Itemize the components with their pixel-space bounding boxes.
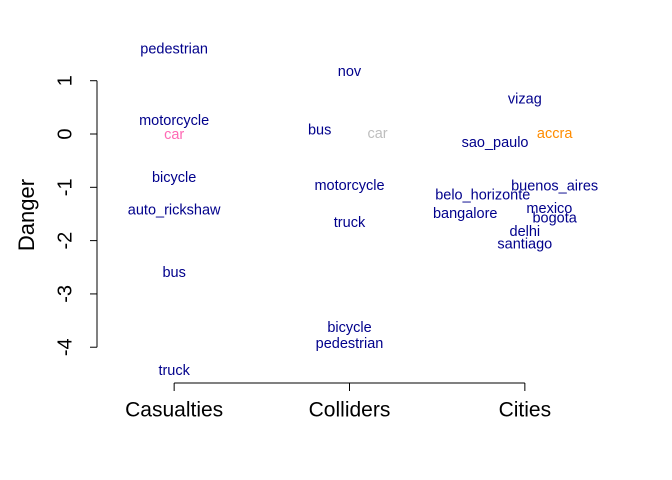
y-tick-label: 0	[54, 128, 76, 139]
point-label: buenos_aires	[511, 179, 598, 195]
point-label: car	[367, 126, 387, 142]
point-label: mexico	[526, 201, 572, 217]
point-label: sao_paulo	[462, 135, 529, 151]
point-label: bus	[308, 123, 331, 139]
point-label: nov	[338, 64, 362, 80]
point-label: pedestrian	[140, 42, 208, 58]
point-label: bicycle	[327, 320, 371, 336]
point-label: pedestrian	[316, 336, 384, 352]
point-label: delhi	[510, 224, 541, 240]
point-label: santiago	[497, 237, 552, 253]
x-tick-label: Cities	[499, 399, 552, 422]
x-tick-label: Casualties	[125, 399, 223, 422]
y-tick-label: -3	[54, 285, 76, 303]
y-tick-label: -2	[54, 232, 76, 250]
point-label: accra	[537, 126, 573, 142]
point-label: motorcycle	[139, 113, 209, 129]
y-tick-label: -1	[54, 178, 76, 196]
x-tick-label: Colliders	[309, 399, 391, 422]
point-label: auto_rickshaw	[128, 203, 221, 219]
point-label: belo_horizonte	[435, 188, 530, 204]
point-label: motorcycle	[314, 178, 384, 194]
point-label: bogota	[532, 211, 577, 227]
point-label: vizag	[508, 92, 542, 108]
y-tick-label: -4	[54, 338, 76, 356]
y-tick-label: 1	[54, 75, 76, 86]
point-label: bus	[162, 265, 185, 281]
point-label: truck	[158, 363, 190, 379]
point-label: car	[164, 127, 184, 143]
point-label: bangalore	[433, 206, 498, 222]
point-label: truck	[334, 215, 366, 231]
point-label: bicycle	[152, 170, 196, 186]
y-axis-label: Danger	[14, 179, 39, 251]
